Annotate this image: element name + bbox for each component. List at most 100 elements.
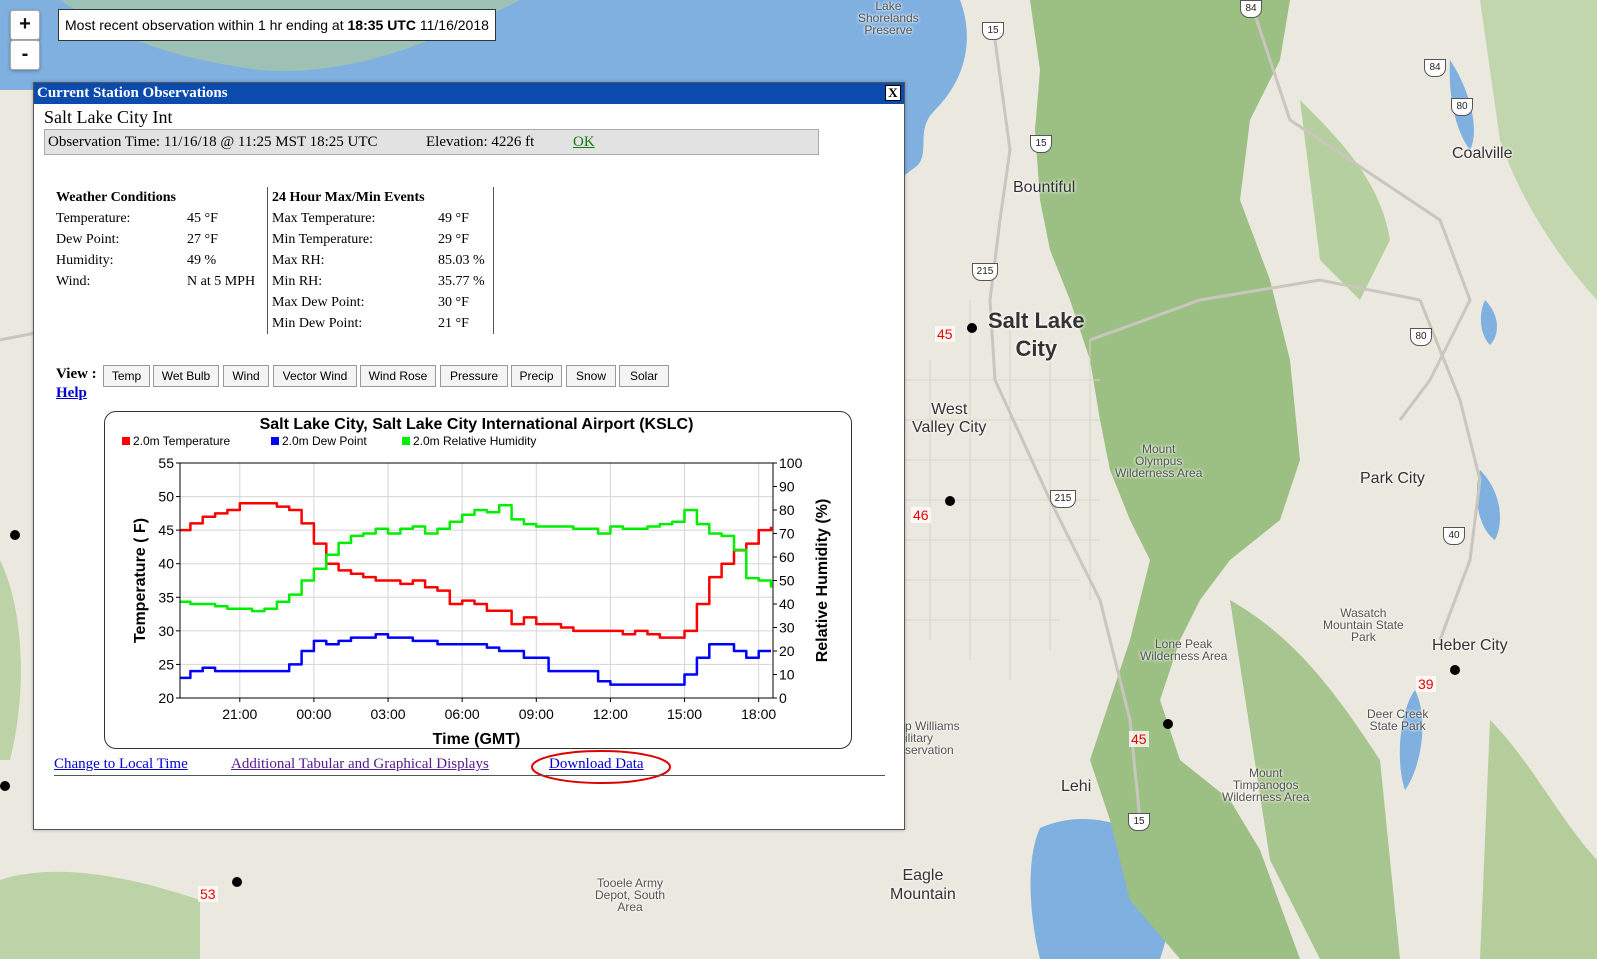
zoom-in-button[interactable]: +: [10, 10, 40, 40]
y-tick-label: 35: [158, 589, 174, 605]
shield-i15-b: 15: [1030, 135, 1052, 153]
maxmin-label: Max RH:: [272, 252, 325, 268]
view-wind-button[interactable]: Wind: [223, 365, 269, 387]
maxmin-label: Max Dew Point:: [272, 294, 365, 310]
station-value-heber[interactable]: 39: [1416, 676, 1436, 692]
weather-conditions-heading: Weather Conditions: [56, 189, 176, 205]
station-value-tooele[interactable]: 53: [198, 886, 218, 902]
station-marker-tooele[interactable]: [232, 877, 242, 887]
observation-note-time: 18:35 UTC: [347, 17, 416, 33]
view-snow-button[interactable]: Snow: [566, 365, 616, 387]
table-row: Max Dew Point: 30 °F: [268, 292, 494, 313]
maxmin-label: Min Dew Point:: [272, 315, 363, 331]
station-name: Salt Lake City Int: [44, 107, 173, 127]
legend-label-1: 2.0m Dew Point: [282, 434, 367, 448]
y-tick-label: 25: [158, 656, 174, 672]
y2-tick-label: 70: [779, 526, 795, 542]
observation-note: Most recent observation within 1 hr endi…: [58, 9, 496, 41]
x-tick-label: 21:00: [222, 706, 257, 722]
station-value-south[interactable]: 45: [1129, 731, 1149, 747]
popup-title-bar[interactable]: Current Station Observations X: [34, 83, 904, 104]
observation-time: Observation Time: 11/16/18 @ 11:25 MST 1…: [48, 134, 378, 150]
label-lone-peak: Lone Peak Wilderness Area: [1140, 637, 1228, 663]
shield-i215-a: 215: [972, 263, 998, 281]
station-marker-west-edge-a[interactable]: [10, 530, 20, 540]
shield-i40: 40: [1443, 527, 1465, 545]
maxmin-heading: 24 Hour Max/Min Events: [272, 189, 425, 205]
observation-chart: Salt Lake City, Salt Lake City Internati…: [122, 416, 831, 748]
label-eagle-mountain: Eagle Mountain: [890, 867, 956, 903]
x-tick-label: 12:00: [593, 706, 628, 722]
label-lehi: Lehi: [1061, 778, 1092, 795]
view-wind-rose-button[interactable]: Wind Rose: [360, 365, 436, 387]
station-value-west[interactable]: 46: [911, 507, 931, 523]
view-temp-button[interactable]: Temp: [103, 365, 150, 387]
cond-label: Dew Point:: [56, 231, 120, 247]
station-marker-heber[interactable]: [1450, 665, 1460, 675]
label-lake-shorelands: Lake Shorelands Preserve: [858, 0, 919, 37]
legend-swatch-0: [122, 437, 130, 445]
series-line-0: [180, 502, 773, 639]
y2-tick-label: 10: [779, 667, 795, 683]
y-tick-label: 30: [158, 623, 174, 639]
shield-i84-b: 84: [1424, 59, 1446, 77]
y2-tick-label: 100: [779, 455, 803, 471]
view-wet-bulb-button[interactable]: Wet Bulb: [153, 365, 219, 387]
maxmin-label: Max Temperature:: [272, 210, 376, 226]
ok-link[interactable]: OK: [573, 134, 595, 150]
cond-label: Wind:: [56, 273, 91, 289]
maxmin-value: 85.03 %: [438, 252, 485, 268]
maxmin-value: 29 °F: [438, 231, 469, 247]
legend-label-0: 2.0m Temperature: [133, 434, 230, 448]
y2-tick-label: 60: [779, 549, 795, 565]
label-salt-lake-city: Salt Lake City: [988, 308, 1085, 361]
cond-value: 49 %: [187, 252, 217, 268]
table-row: Min RH: 35.77 %: [268, 271, 494, 292]
table-row: Min Temperature: 29 °F: [268, 229, 494, 250]
chart-frame: Salt Lake City, Salt Lake City Internati…: [104, 411, 852, 749]
observation-note-prefix: Most recent observation within 1 hr endi…: [65, 17, 344, 33]
series-line-1: [180, 632, 771, 686]
zoom-out-button[interactable]: -: [10, 40, 40, 70]
label-mount-timpanogos: Mount Timpanogos Wilderness Area: [1222, 766, 1310, 804]
legend-swatch-1: [271, 437, 279, 445]
view-pressure-button[interactable]: Pressure: [440, 365, 508, 387]
view-vector-wind-button[interactable]: Vector Wind: [273, 365, 357, 387]
series-line-2: [180, 504, 773, 613]
view-precip-button[interactable]: Precip: [511, 365, 562, 387]
observation-info-bar: Observation Time: 11/16/18 @ 11:25 MST 1…: [44, 129, 819, 155]
label-williams: p Williams ilitary servation: [905, 719, 960, 757]
maxmin-events-table: 24 Hour Max/Min Events Max Temperature: 4…: [267, 187, 494, 334]
shield-i84-a: 84: [1240, 0, 1262, 18]
y-axis-label: Temperature ( F): [132, 518, 149, 643]
table-row: Temperature: 45 °F: [56, 208, 265, 229]
station-marker-slc[interactable]: [967, 323, 977, 333]
station-marker-west[interactable]: [945, 496, 955, 506]
change-to-local-time-link[interactable]: Change to Local Time: [54, 756, 188, 772]
y-tick-label: 50: [158, 489, 174, 505]
x-tick-label: 06:00: [445, 706, 480, 722]
label-deer-creek: Deer Creek State Park: [1367, 707, 1429, 733]
view-solar-button[interactable]: Solar: [619, 365, 669, 387]
popup-title: Current Station Observations: [37, 85, 228, 101]
help-link[interactable]: Help: [56, 385, 87, 401]
shield-i80-b: 80: [1410, 328, 1432, 346]
maxmin-value: 35.77 %: [438, 273, 485, 289]
label-mount-olympus: Mount Olympus Wilderness Area: [1115, 442, 1203, 480]
x-tick-label: 09:00: [519, 706, 554, 722]
close-button[interactable]: X: [885, 85, 901, 101]
table-row: Wind: N at 5 MPH: [56, 271, 265, 292]
additional-displays-link[interactable]: Additional Tabular and Graphical Display…: [231, 756, 489, 772]
x-tick-label: 15:00: [667, 706, 702, 722]
x-axis-label: Time (GMT): [433, 731, 521, 748]
station-marker-west-edge-b[interactable]: [0, 781, 10, 791]
station-marker-south[interactable]: [1163, 719, 1173, 729]
station-value-slc[interactable]: 45: [935, 326, 955, 342]
divider: [54, 775, 885, 776]
maxmin-label: Min RH:: [272, 273, 323, 289]
label-west-valley-city: West Valley City: [912, 401, 987, 436]
view-label: View :: [56, 366, 97, 382]
shield-i15-c: 15: [1128, 813, 1150, 831]
label-coalville: Coalville: [1452, 145, 1513, 162]
download-data-link[interactable]: Download Data: [549, 756, 644, 772]
